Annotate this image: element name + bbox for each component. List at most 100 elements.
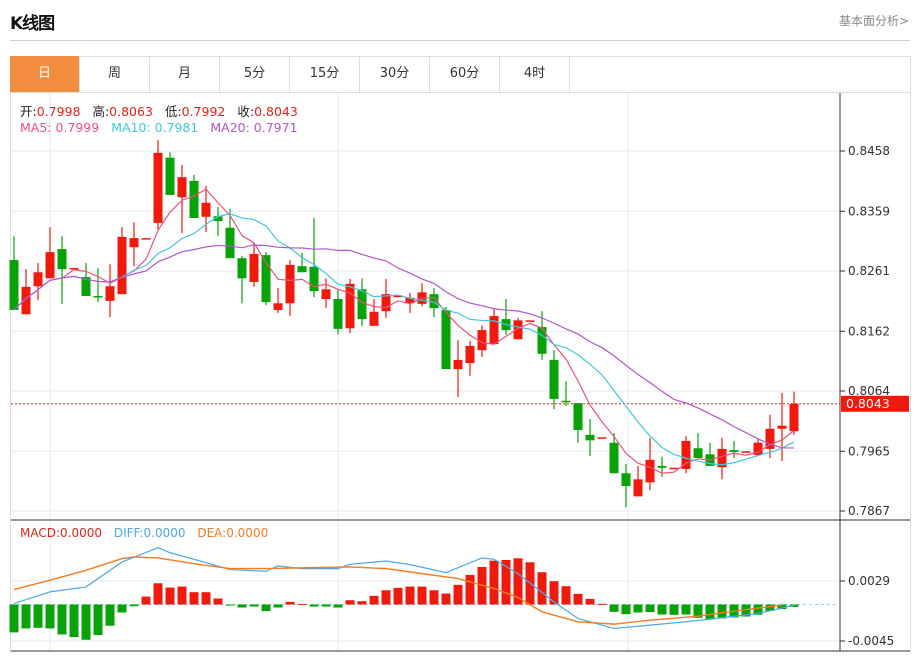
- candle-up: [669, 467, 679, 470]
- macd-bar: [249, 604, 259, 607]
- macd-bar: [393, 587, 403, 605]
- dea-value: DEA:0.0000: [197, 526, 269, 540]
- candle-down: [333, 299, 343, 329]
- macd-bar: [93, 604, 103, 636]
- macd-bar: [609, 604, 619, 612]
- macd-bar: [321, 604, 331, 607]
- candle-up: [753, 442, 763, 455]
- candle-down: [537, 327, 547, 354]
- price-tick-label: 0.7965: [848, 444, 890, 458]
- tab-5min[interactable]: 5分: [220, 56, 290, 92]
- macd-bar: [333, 604, 343, 608]
- close-label: 收:: [237, 104, 255, 119]
- macd-bar: [489, 560, 499, 605]
- tab-60min[interactable]: 60分: [430, 56, 500, 92]
- macd-bar: [189, 592, 199, 605]
- candle-down: [585, 434, 595, 441]
- candle-down: [213, 216, 223, 222]
- candle-down: [549, 359, 559, 399]
- candle-up: [201, 202, 211, 217]
- macd-bar: [585, 598, 595, 605]
- ma5-value: MA5: 0.7999: [20, 120, 100, 135]
- macd-bar: [237, 604, 247, 608]
- candle-down: [165, 157, 175, 195]
- price-tick-label: 0.7867: [848, 504, 890, 518]
- candle-up: [681, 440, 691, 469]
- candle-up: [477, 330, 487, 351]
- macd-bar: [513, 558, 523, 605]
- macd-bar: [717, 604, 727, 619]
- candle-down: [261, 255, 271, 303]
- diff-value: DIFF:0.0000: [113, 526, 186, 540]
- ma20-value: MA20: 0.7971: [210, 120, 298, 135]
- candle-up: [249, 253, 259, 282]
- candle-up: [717, 448, 727, 468]
- macd-bar: [117, 604, 127, 613]
- price-tick-label: 0.8162: [848, 324, 890, 338]
- tab-15min[interactable]: 15分: [290, 56, 360, 92]
- candle-up: [285, 264, 295, 304]
- candle-up: [525, 320, 535, 322]
- high-label: 高:: [92, 104, 110, 119]
- macd-bar: [561, 586, 571, 605]
- macd-bar: [573, 593, 583, 605]
- candle-up: [153, 152, 163, 223]
- macd-bar: [705, 604, 715, 620]
- tab-day[interactable]: 日: [10, 56, 80, 92]
- macd-bar: [141, 596, 151, 605]
- candle-up: [45, 252, 55, 279]
- candle-down: [729, 450, 739, 452]
- candle-up: [645, 459, 655, 483]
- candle-up: [321, 289, 331, 300]
- ma10-value: MA10: 0.7981: [111, 120, 199, 135]
- macd-bar: [285, 601, 295, 605]
- price-tick-label: 0.8064: [848, 384, 890, 398]
- tab-4hour[interactable]: 4时: [500, 56, 570, 92]
- macd-bar: [225, 604, 235, 606]
- period-tabs: 日 周 月 5分 15分 30分 60分 4时: [10, 56, 910, 93]
- macd-bar: [177, 586, 187, 605]
- macd-bar: [645, 604, 655, 613]
- macd-bar: [369, 595, 379, 605]
- open-value: 0.7998: [36, 104, 81, 119]
- candle-down: [93, 295, 103, 298]
- candle-up: [633, 479, 643, 497]
- macd-bar: [693, 604, 703, 618]
- candle-up: [405, 297, 415, 304]
- ma5-line: [13, 188, 795, 474]
- candle-up: [105, 286, 115, 301]
- macd-bar: [465, 574, 475, 605]
- low-label: 低:: [164, 104, 182, 119]
- candle-up: [393, 295, 403, 298]
- tab-week[interactable]: 周: [80, 56, 150, 92]
- macd-bar: [621, 604, 631, 615]
- candle-down: [573, 403, 583, 430]
- tab-month[interactable]: 月: [150, 56, 220, 92]
- candle-down: [621, 473, 631, 487]
- macd-bar: [21, 604, 31, 629]
- candle-up: [741, 451, 751, 453]
- macd-bar: [165, 587, 175, 605]
- macd-bar: [309, 604, 319, 607]
- macd-bar: [345, 600, 355, 605]
- high-value: 0.8063: [109, 104, 153, 119]
- macd-bar: [633, 604, 643, 613]
- fundamental-analysis-link[interactable]: 基本面分析>: [838, 14, 909, 28]
- macd-bar: [741, 604, 751, 617]
- macd-bar: [777, 604, 787, 610]
- candle-down: [561, 400, 571, 403]
- macd-bar: [669, 604, 679, 615]
- candle-down: [657, 465, 667, 468]
- price-tick-label: 0.8359: [848, 204, 890, 218]
- price-tick-label: 0.8261: [848, 264, 890, 278]
- candle-down: [693, 448, 703, 459]
- tab-30min[interactable]: 30分: [360, 56, 430, 92]
- candle-down: [357, 289, 367, 320]
- macd-bar: [81, 604, 91, 640]
- candle-down: [309, 266, 319, 292]
- macd-bar: [681, 604, 691, 615]
- macd-bar: [297, 603, 307, 605]
- candle-up: [369, 311, 379, 326]
- macd-bar: [69, 604, 79, 638]
